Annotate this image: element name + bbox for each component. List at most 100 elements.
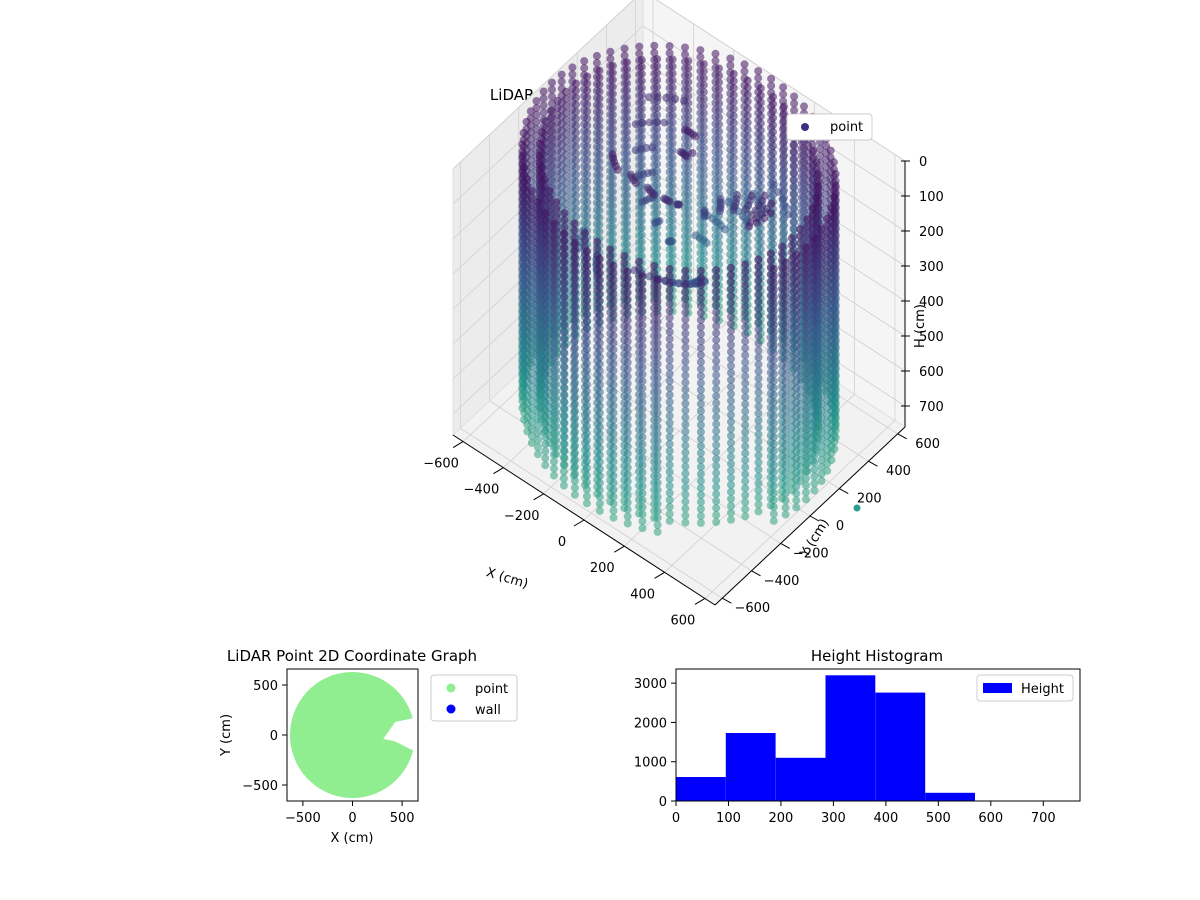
chart-3d-point (741, 358, 750, 367)
chart-3d-point (638, 496, 647, 505)
chart-3d-point (810, 402, 819, 411)
chart-3d-point (681, 301, 690, 310)
chart-3d-point (653, 153, 662, 161)
chart-3d-point (797, 144, 806, 153)
chart-3d-point (638, 517, 647, 526)
chart-3d-point (668, 181, 677, 190)
chart-3d-point (781, 496, 790, 505)
chart-2d[interactable]: LiDAR Point 2D Coordinate Graph −500 0 500… (219, 647, 518, 846)
chart-3d-point (665, 264, 674, 273)
chart-3d-point (638, 356, 647, 365)
chart-3d-point (582, 457, 591, 466)
chart-3d[interactable]: LiDAR Point 3D Coordinate Graph −600−400… (423, 0, 944, 628)
chart-3d-point (797, 158, 806, 167)
chart-3d-point (817, 344, 826, 352)
chart-3d-point (789, 203, 798, 212)
chart-3d-point (802, 257, 810, 266)
chart-3d-point (553, 131, 562, 140)
chart-3d-point (781, 391, 790, 400)
chart-3d-point (583, 142, 592, 151)
chart-3d-point (637, 223, 646, 232)
chart-3d-point (559, 334, 568, 343)
chart-3d-point (729, 91, 738, 99)
chart-3d-point (766, 209, 775, 218)
chart-3d-point (623, 79, 631, 88)
chart-3d-point (582, 359, 591, 368)
chart-3d-point (559, 369, 568, 378)
chart-3d-point (743, 125, 752, 134)
chart-3d-point (583, 205, 592, 214)
chart-3d-point (557, 77, 566, 86)
chart-3d-point (559, 418, 568, 427)
chart-3d-point (559, 264, 568, 273)
chart-3d-legend[interactable]: point (786, 113, 873, 141)
chart-histogram[interactable]: Height Histogram 0 100 200 300 400 500 600 7000… (634, 647, 1081, 826)
chart-3d-point (533, 289, 542, 298)
chart-3d-point (699, 74, 708, 83)
chart-3d-point (533, 408, 542, 417)
chart-3d-y-tick-label: 400 (886, 464, 911, 479)
chart-3d-point (623, 484, 632, 493)
chart-3d-point (527, 236, 536, 244)
chart-3d-point (533, 219, 542, 228)
chart-3d-point (729, 77, 738, 85)
chart-3d-point (550, 464, 558, 473)
chart-3d-gridline (452, 0, 634, 170)
chart-3d-point (570, 413, 579, 422)
chart-3d-z-tick-label: 500 (919, 330, 944, 345)
chart-3d-point (712, 483, 721, 492)
chart-3d-point (817, 330, 826, 338)
chart-3d-point (802, 467, 810, 476)
chart-3d-point (572, 184, 580, 193)
chart-3d-point (681, 266, 690, 275)
chart-3d-point (533, 226, 542, 235)
chart-3d-point (527, 278, 536, 286)
chart-3d-point (550, 387, 558, 396)
chart-3d-point (810, 479, 819, 488)
chart-3d-point (665, 495, 674, 504)
chart-3d-point (727, 515, 735, 524)
chart-3d-point (668, 132, 677, 141)
histogram-legend[interactable]: Height (976, 674, 1074, 702)
chart-3d-point (609, 485, 618, 494)
chart-3d-point (665, 376, 674, 385)
chart-3d-point (572, 163, 580, 172)
chart-3d-point (541, 335, 550, 344)
chart-2d-y-tick-label: −500 (242, 779, 278, 794)
chart-3d-point (522, 117, 531, 126)
chart-3d-point (681, 287, 690, 296)
chart-3d-point (638, 468, 647, 477)
chart-3d-point (797, 193, 806, 202)
chart-3d-point (527, 390, 536, 398)
chart-3d-point (781, 356, 790, 365)
chart-3d-point (802, 481, 810, 490)
chart-3d-point (653, 237, 662, 245)
chart-3d-point (533, 212, 542, 221)
chart-3d-point (769, 432, 778, 441)
chart-3d-point (715, 120, 723, 129)
chart-3d-point (712, 336, 721, 345)
chart-3d-point (741, 484, 750, 493)
chart-3d-point (787, 234, 796, 243)
chart-3d-point (665, 197, 674, 206)
chart-3d-point (817, 358, 826, 366)
chart-3d-point (541, 300, 550, 309)
chart-3d-point (741, 316, 750, 325)
chart-3d-point (684, 176, 693, 185)
chart-3d-point (810, 430, 819, 439)
chart-3d-point (727, 361, 735, 370)
chart-3d-point (727, 473, 735, 482)
chart-3d-point (715, 85, 723, 94)
chart-3d-point (779, 221, 788, 230)
chart-3d-point (637, 90, 646, 99)
chart-3d-point (715, 78, 723, 87)
chart-3d-point (712, 343, 721, 352)
chart-3d-point (552, 198, 561, 207)
chart-3d-point (595, 136, 604, 145)
chart-3d-point (769, 516, 778, 525)
chart-2d-legend[interactable]: point wall (430, 674, 518, 722)
chart-3d-point (562, 108, 571, 117)
chart-3d-point (781, 398, 790, 407)
chart-3d-point (623, 198, 631, 207)
chart-3d-point (665, 397, 674, 406)
